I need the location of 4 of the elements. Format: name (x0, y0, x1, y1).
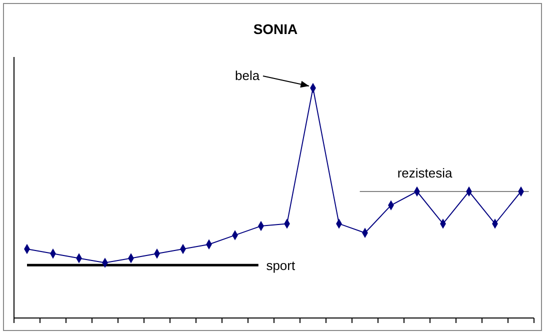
chart-title: SONIA (253, 21, 298, 37)
text: bela (235, 68, 260, 83)
ref-line-label: rezistesia (397, 166, 454, 180)
ref-line-label: sport (266, 258, 296, 274)
